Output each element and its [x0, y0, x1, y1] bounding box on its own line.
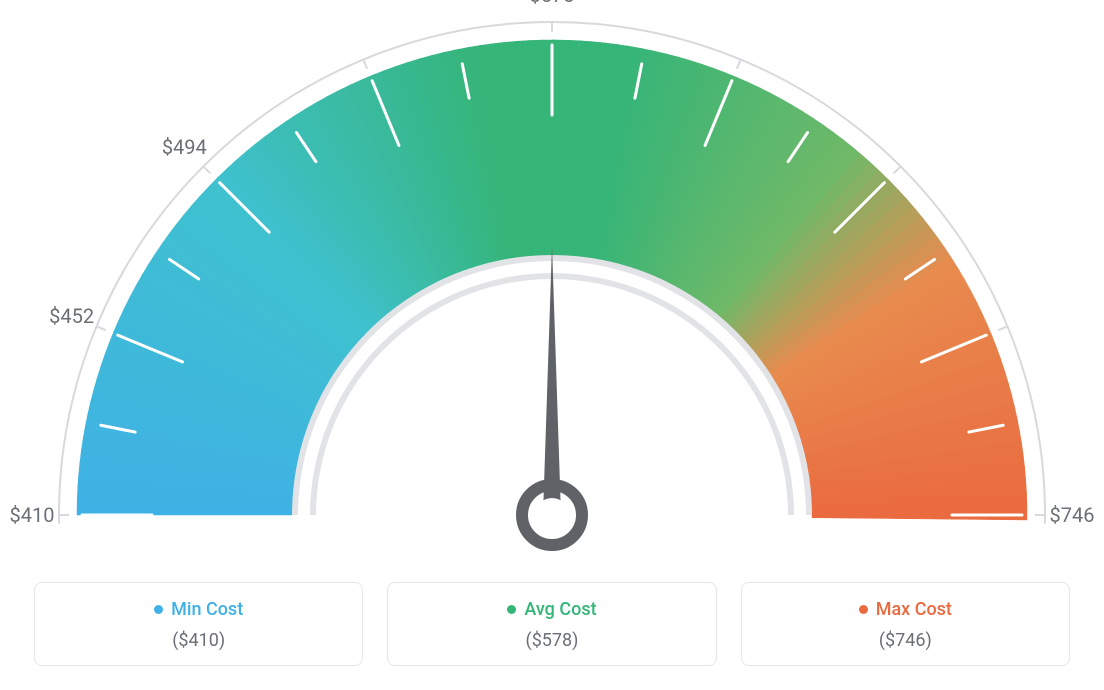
legend-label-min: Min Cost [171, 599, 243, 620]
legend-top-max: Max Cost [859, 599, 952, 620]
gauge-tick-label: $578 [530, 0, 575, 7]
legend-card-min: Min Cost ($410) [34, 582, 363, 666]
legend-card-avg: Avg Cost ($578) [387, 582, 716, 666]
gauge-tick-label: $410 [10, 503, 55, 527]
legend-top-min: Min Cost [154, 599, 243, 620]
gauge-tick-label: $452 [49, 304, 94, 328]
legend-row: Min Cost ($410) Avg Cost ($578) Max Cost… [0, 582, 1104, 666]
gauge-tick-label: $746 [1050, 503, 1095, 527]
legend-value-avg: ($578) [396, 630, 707, 651]
legend-label-avg: Avg Cost [524, 599, 596, 620]
gauge-svg [0, 0, 1104, 560]
legend-dot-avg [507, 605, 516, 614]
legend-value-max: ($746) [750, 630, 1061, 651]
legend-dot-min [154, 605, 163, 614]
legend-value-min: ($410) [43, 630, 354, 651]
legend-top-avg: Avg Cost [507, 599, 596, 620]
legend-card-max: Max Cost ($746) [741, 582, 1070, 666]
gauge-tick-label: $494 [162, 135, 207, 159]
legend-label-max: Max Cost [876, 599, 952, 620]
legend-dot-max [859, 605, 868, 614]
gauge-chart: $410 $452 $494 $578 $746 [0, 0, 1104, 560]
